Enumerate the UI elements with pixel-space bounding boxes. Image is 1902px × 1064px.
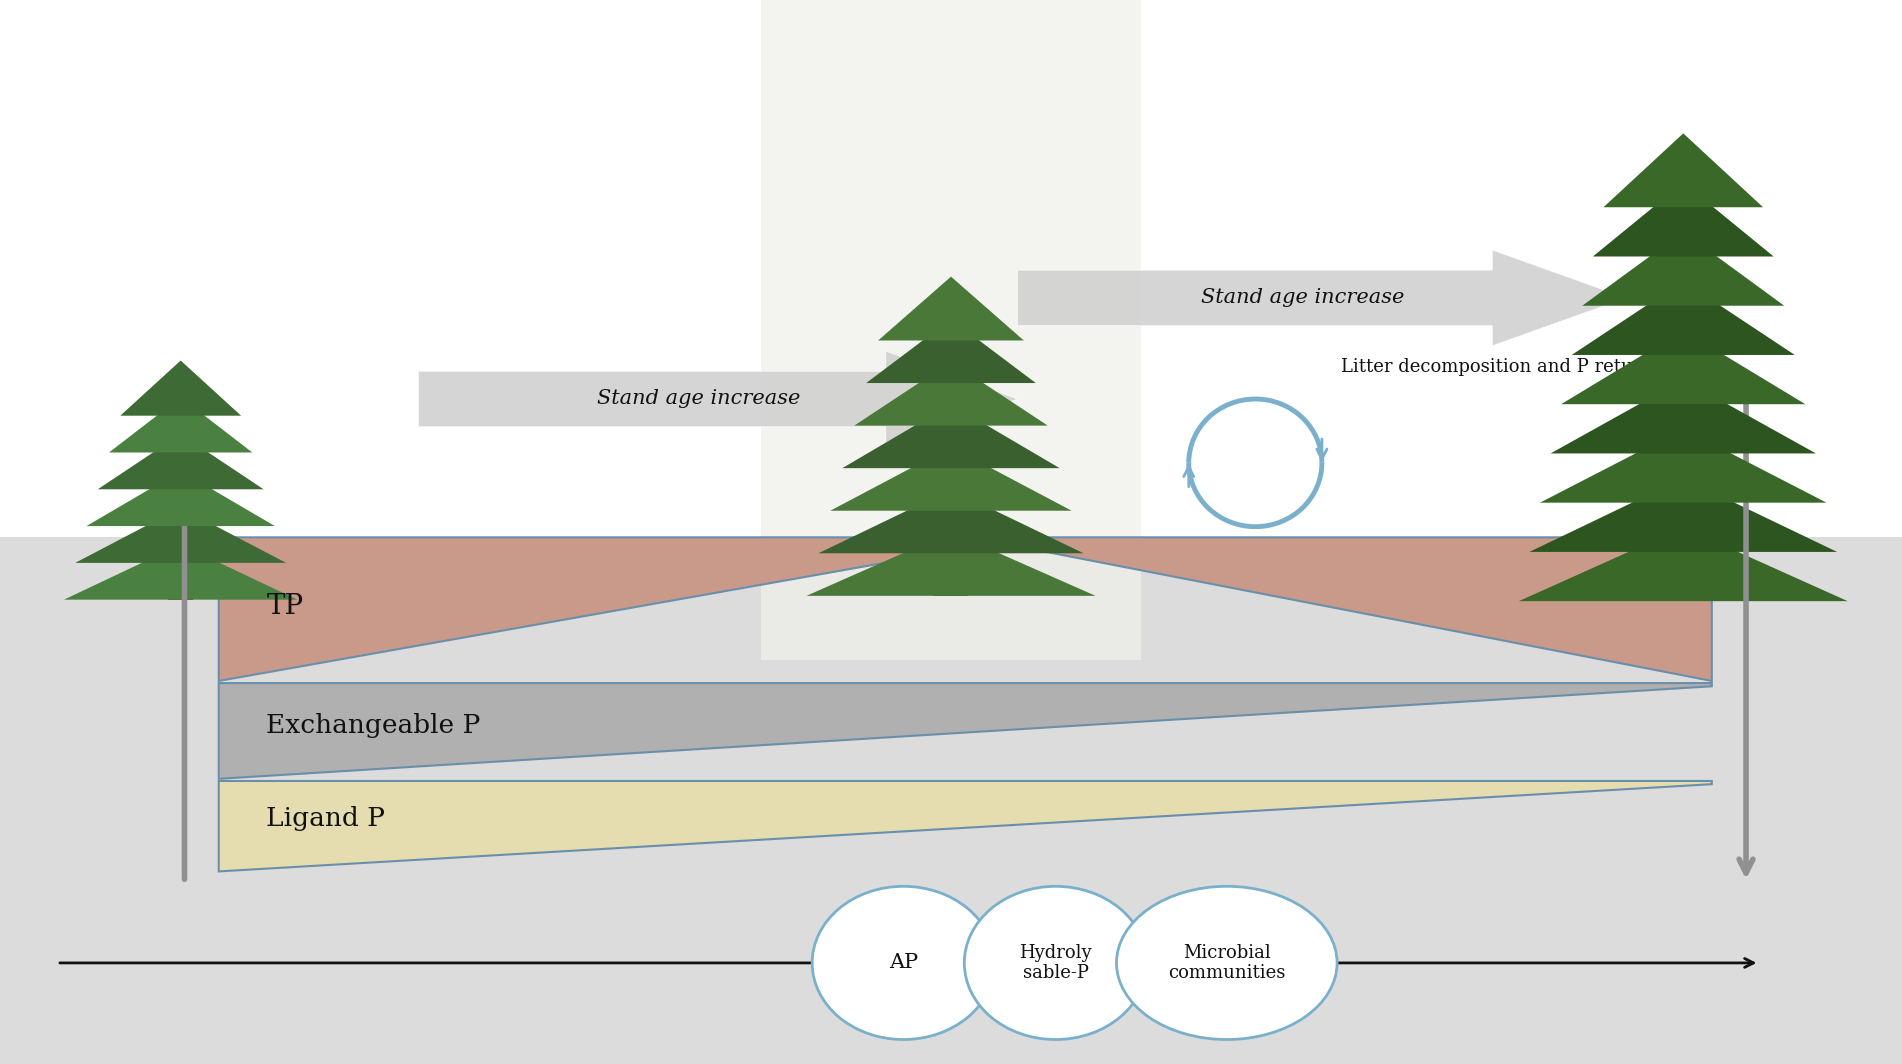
Polygon shape (818, 489, 1084, 553)
Bar (167, 511, 194, 600)
Polygon shape (418, 351, 1018, 447)
Bar (761, 0, 1141, 660)
Bar (934, 489, 968, 596)
Ellipse shape (964, 886, 1147, 1040)
Polygon shape (120, 361, 242, 416)
Bar (1660, 489, 1706, 601)
Polygon shape (76, 508, 285, 563)
Polygon shape (1520, 528, 1847, 601)
Text: Stand age increase: Stand age increase (597, 389, 801, 409)
Text: TP: TP (266, 593, 304, 620)
Polygon shape (1582, 232, 1784, 305)
Polygon shape (65, 545, 297, 600)
Text: Ligand P: Ligand P (266, 805, 386, 831)
Polygon shape (86, 471, 276, 526)
Polygon shape (1592, 183, 1775, 256)
Polygon shape (1018, 250, 1626, 346)
Text: Microbial
communities: Microbial communities (1168, 944, 1286, 982)
Text: Exchangeable P: Exchangeable P (266, 713, 481, 738)
Text: AP: AP (888, 953, 919, 972)
Polygon shape (97, 434, 264, 489)
Polygon shape (1603, 133, 1763, 207)
Polygon shape (1541, 429, 1826, 502)
Polygon shape (1562, 330, 1805, 404)
Ellipse shape (812, 886, 995, 1040)
Polygon shape (806, 532, 1096, 596)
Ellipse shape (1116, 886, 1337, 1040)
Polygon shape (843, 404, 1059, 468)
Bar (0, 537, 1902, 1064)
Polygon shape (1529, 478, 1837, 552)
Polygon shape (219, 537, 1712, 681)
Polygon shape (854, 362, 1048, 426)
Polygon shape (865, 319, 1037, 383)
Polygon shape (219, 683, 1712, 779)
Text: Stand age increase: Stand age increase (1202, 288, 1404, 307)
Polygon shape (1550, 380, 1816, 453)
Polygon shape (831, 447, 1071, 511)
Polygon shape (879, 277, 1023, 340)
Polygon shape (219, 781, 1712, 871)
Text: Litter decomposition and P return: Litter decomposition and P return (1341, 359, 1653, 376)
Polygon shape (1571, 281, 1795, 355)
Text: Hydroly
sable-P: Hydroly sable-P (1019, 944, 1092, 982)
Polygon shape (108, 397, 253, 452)
